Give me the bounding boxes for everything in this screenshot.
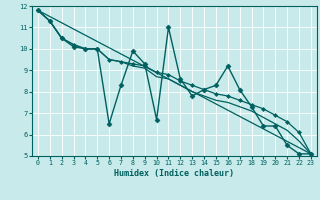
X-axis label: Humidex (Indice chaleur): Humidex (Indice chaleur): [115, 169, 234, 178]
